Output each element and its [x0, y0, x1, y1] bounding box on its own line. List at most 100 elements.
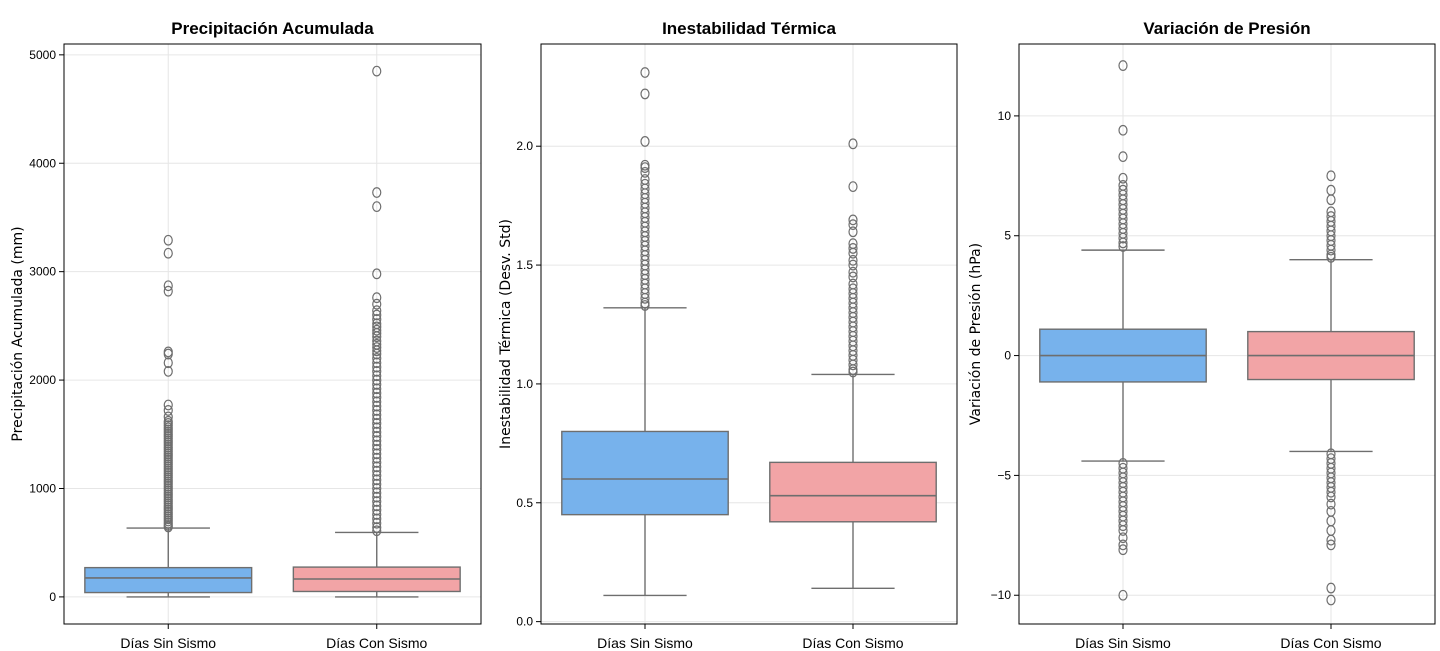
outlier-point — [640, 166, 650, 178]
outlier-point — [848, 359, 858, 371]
outlier-point — [372, 465, 382, 477]
outlier-point — [1118, 539, 1128, 551]
box-series-1 — [84, 234, 253, 598]
outlier-point — [372, 331, 382, 343]
y-tick-label: 3000 — [29, 265, 56, 279]
outlier-point — [163, 399, 173, 411]
outlier-point — [163, 366, 173, 377]
outlier-point — [640, 292, 650, 304]
outlier-point — [372, 500, 382, 512]
outlier-point — [372, 478, 382, 490]
x-tick-label: Días Con Sismo — [326, 635, 427, 651]
outlier-point — [372, 487, 382, 499]
plot-frame — [63, 43, 482, 625]
y-tick-label: 0 — [49, 590, 56, 604]
outlier-point — [372, 328, 382, 339]
outlier-point — [1118, 520, 1128, 532]
x-tick-label: Días Con Sismo — [1280, 635, 1381, 651]
outlier-point — [372, 422, 382, 434]
x-tick-label: Días Sin Sismo — [120, 635, 216, 651]
box-series-1 — [561, 67, 729, 597]
outlier-point — [163, 285, 173, 297]
chart-title: Inestabilidad Térmica — [662, 19, 836, 38]
outlier-point — [1118, 544, 1128, 556]
outlier-point — [1326, 244, 1336, 256]
outlier-point — [163, 405, 173, 416]
chart-panel-3: −10 −5 0 5 10 Días Sin Sismo Días Con Sismo Var… — [968, 19, 1436, 651]
chart-title: Variación de Presión — [1143, 19, 1310, 38]
y-tick-label: 0.5 — [516, 496, 533, 510]
outlier-point — [640, 162, 650, 174]
outlier-point — [372, 298, 382, 310]
outlier-point — [372, 504, 382, 516]
chart-panel-1: 0 1000 2000 3000 4000 5000 Días Sin Sismo Días … — [10, 19, 482, 651]
outlier-point — [372, 305, 382, 317]
y-axis-label: Variación de Presión (hPa) — [968, 243, 984, 425]
y-tick-label: −10 — [991, 588, 1012, 602]
outlier-point — [372, 366, 382, 377]
outlier-point — [372, 392, 382, 403]
outlier-point — [372, 409, 382, 421]
outlier-point — [848, 271, 858, 283]
y-tick-label: 1.0 — [516, 377, 533, 391]
outlier-point — [163, 247, 173, 259]
outlier-point — [372, 405, 382, 416]
outlier-point — [848, 138, 858, 150]
outlier-point — [848, 214, 858, 226]
outlier-point — [372, 342, 382, 353]
outlier-point — [372, 400, 382, 412]
outlier-point — [1326, 582, 1336, 594]
outlier-point — [1118, 241, 1128, 252]
y-tick-label: 0 — [1004, 349, 1011, 363]
outlier-point — [372, 357, 382, 369]
outlier-point — [1118, 151, 1128, 163]
outlier-point — [1118, 589, 1128, 601]
outlier-point — [372, 431, 382, 442]
outlier-point — [640, 88, 650, 100]
outlier-point — [372, 491, 382, 503]
outlier-point — [1326, 251, 1336, 263]
outlier-point — [372, 426, 382, 438]
outlier-point — [372, 513, 382, 525]
outlier-point — [1118, 60, 1128, 71]
y-tick-label: 0.0 — [516, 615, 533, 629]
outlier-point — [1326, 194, 1336, 206]
box-series-2 — [1247, 170, 1415, 606]
y-tick-label: 5 — [1004, 229, 1011, 243]
outlier-point — [848, 366, 858, 378]
outlier-point — [1326, 486, 1336, 498]
outlier-point — [372, 483, 382, 494]
box-series-1 — [1039, 60, 1207, 601]
outlier-point — [372, 474, 382, 486]
y-tick-label: 2000 — [29, 373, 56, 387]
outlier-point — [372, 348, 382, 360]
box-series-2 — [292, 65, 461, 598]
outlier-point — [372, 439, 382, 451]
outlier-point — [1118, 172, 1128, 184]
outlier-point — [372, 517, 382, 529]
outlier-point — [163, 357, 173, 369]
outlier-point — [372, 201, 382, 213]
outlier-point — [372, 345, 382, 357]
outlier-point — [1326, 491, 1336, 503]
outlier-point — [163, 348, 173, 360]
outlier-point — [372, 496, 382, 507]
y-tick-label: −5 — [997, 468, 1011, 482]
outlier-point — [163, 411, 173, 423]
outlier-point — [163, 280, 173, 292]
y-axis-label: Precipitación Acumulada (mm) — [10, 226, 26, 441]
outlier-point — [1326, 594, 1336, 606]
chart-panel-2: 0.0 0.5 1.0 1.5 2.0 Días Sin Sismo Días Con Si… — [498, 19, 958, 651]
plot-frame — [1018, 43, 1436, 625]
outlier-point — [848, 259, 858, 271]
outlier-point — [372, 292, 382, 304]
outlier-point — [372, 387, 382, 399]
outlier-point — [372, 461, 382, 473]
outlier-point — [372, 370, 382, 382]
box-iqr — [84, 566, 253, 594]
outlier-point — [372, 361, 382, 373]
outlier-point — [848, 243, 858, 254]
outlier-point — [372, 525, 382, 537]
outlier-point — [372, 444, 382, 455]
outlier-point — [372, 379, 382, 390]
